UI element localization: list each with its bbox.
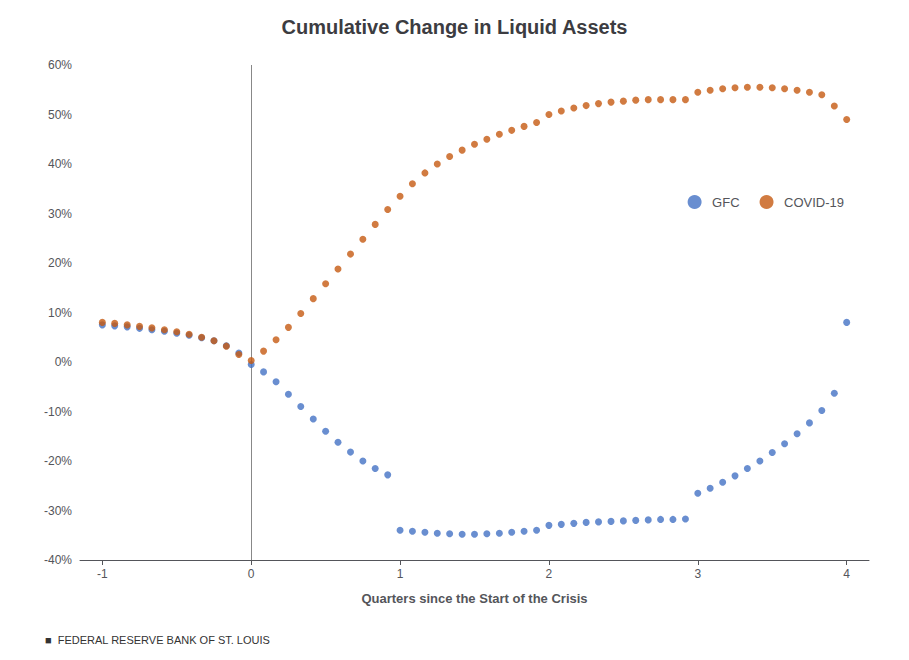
svg-text:-30%: -30%	[44, 504, 72, 518]
svg-text:1: 1	[397, 567, 404, 581]
svg-text:Quarters since the Start of th: Quarters since the Start of the Crisis	[361, 591, 587, 606]
svg-text:20%: 20%	[48, 256, 72, 270]
svg-text:3: 3	[694, 567, 701, 581]
svg-text:0%: 0%	[55, 355, 73, 369]
svg-text:Cumulative Change in Liquid As: Cumulative Change in Liquid Assets	[282, 16, 628, 38]
svg-text:-20%: -20%	[44, 454, 72, 468]
svg-text:60%: 60%	[48, 58, 72, 72]
svg-text:2: 2	[546, 567, 553, 581]
svg-text:30%: 30%	[48, 207, 72, 221]
svg-text:40%: 40%	[48, 157, 72, 171]
svg-text:■ FEDERAL RESERVE BANK OF ST.: ■ FEDERAL RESERVE BANK OF ST. LOUIS	[45, 634, 270, 646]
svg-text:-10%: -10%	[44, 405, 72, 419]
svg-text:-40%: -40%	[44, 553, 72, 567]
svg-text:COVID-19: COVID-19	[784, 195, 844, 210]
svg-text:50%: 50%	[48, 108, 72, 122]
svg-text:10%: 10%	[48, 306, 72, 320]
svg-text:GFC: GFC	[712, 195, 739, 210]
svg-text:0: 0	[248, 567, 255, 581]
svg-text:4: 4	[843, 567, 850, 581]
svg-text:-1: -1	[97, 567, 108, 581]
